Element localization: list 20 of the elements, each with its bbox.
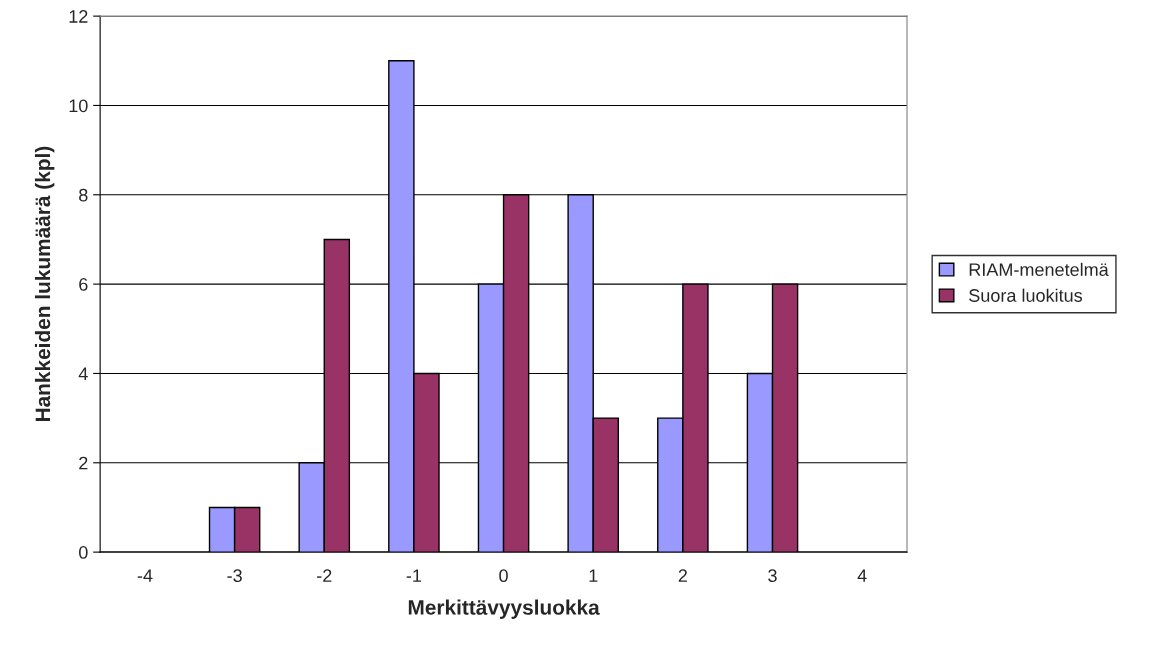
y-tick-label: 10 — [69, 99, 88, 113]
y-axis-title: Hankkeiden lukumäärä (kpl) — [34, 146, 55, 422]
x-tick-label: 2 — [678, 569, 687, 582]
x-tick-label: 4 — [857, 569, 867, 582]
y-tick-label: 2 — [79, 456, 88, 470]
x-axis-title: Merkittävyysluokka — [408, 599, 600, 619]
x-tick-label: -1 — [406, 569, 422, 582]
x-tick-label: -4 — [137, 569, 153, 582]
legend-label: Suora luokitus — [969, 288, 1083, 302]
y-tick-label: 6 — [79, 278, 88, 291]
y-tick-label: 12 — [69, 10, 88, 23]
legend-label: RIAM-menetelmä — [969, 262, 1109, 277]
x-tick-label: 3 — [768, 569, 777, 583]
x-tick-label: 1 — [589, 569, 598, 582]
y-tick-label: 4 — [78, 367, 88, 380]
x-tick-label: -2 — [317, 569, 332, 582]
y-tick-label: 0 — [79, 546, 88, 559]
x-tick-label: 0 — [499, 569, 508, 583]
x-tick-label: -3 — [227, 569, 242, 583]
y-tick-label: 8 — [79, 188, 88, 202]
